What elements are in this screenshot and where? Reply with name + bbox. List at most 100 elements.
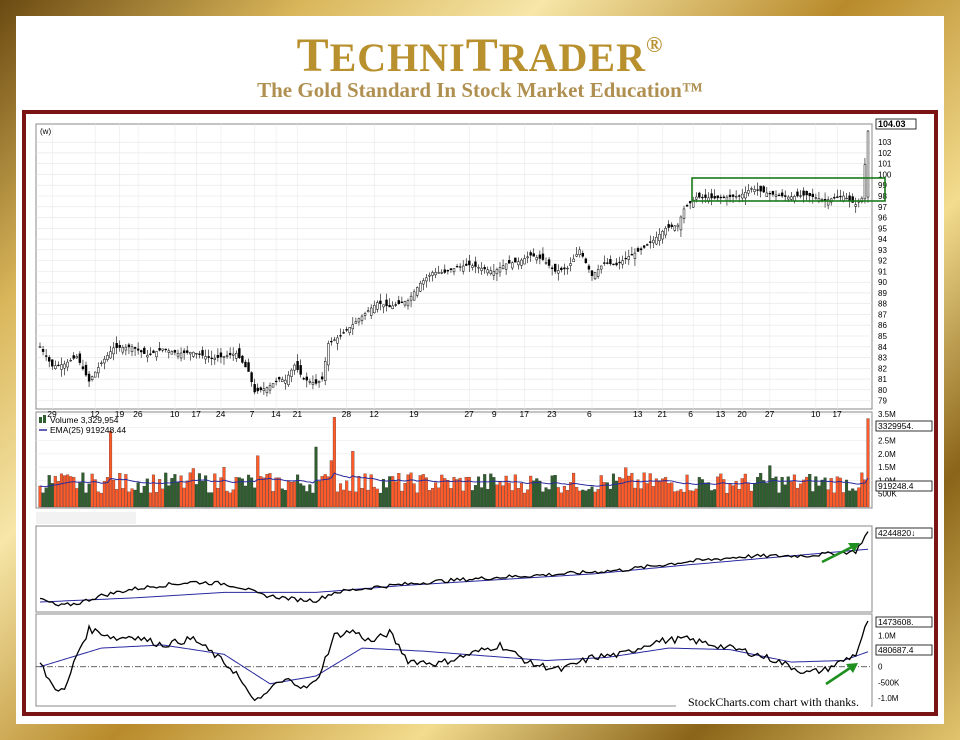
candle-body [133, 347, 137, 349]
candle-body [483, 267, 486, 270]
volume-bar [780, 477, 784, 508]
volume-bar [323, 474, 327, 508]
candle-body [511, 262, 514, 269]
candle-body [155, 351, 158, 358]
volume-bar [768, 465, 772, 508]
price-tick-label: 99 [878, 181, 887, 190]
volume-bar [734, 481, 738, 508]
volume-bar [317, 480, 321, 508]
candle-body [462, 265, 465, 272]
date-tick-label: 19 [115, 409, 125, 419]
volume-bar [250, 477, 254, 508]
volume-bar [421, 474, 425, 508]
candle-body [541, 253, 545, 260]
candle-body [784, 195, 787, 197]
volume-bar [630, 472, 634, 508]
candle-body [652, 239, 655, 244]
candle-body [710, 193, 713, 199]
volume-bar [541, 491, 545, 508]
date-tick-label: 10 [811, 409, 821, 419]
volume-bar [299, 483, 303, 508]
candle-body [94, 371, 97, 378]
volume-bar [639, 488, 643, 508]
volume-bar [403, 483, 407, 508]
candle-body [557, 270, 560, 274]
candle-body [771, 191, 775, 195]
candle-body [741, 193, 744, 199]
candle-body [535, 257, 539, 261]
volume-bar [56, 481, 60, 508]
volume-bar [802, 479, 806, 508]
candle-body [762, 186, 765, 193]
candle-body [167, 350, 171, 353]
candle-body [633, 252, 637, 259]
volume-bar [685, 474, 689, 508]
volume-bar [777, 492, 781, 508]
candle-body [596, 268, 600, 277]
volume-bar [305, 491, 309, 508]
candle-body [268, 385, 272, 391]
volume-legend-swatch-2 [43, 415, 46, 423]
volume-bar [360, 488, 364, 508]
volume-bar [697, 477, 701, 508]
candle-body [118, 345, 121, 348]
indicator-2-ema-line [39, 644, 869, 685]
candle-body [624, 257, 627, 260]
volume-bar [148, 492, 152, 508]
volume-bar [602, 482, 606, 508]
candle-body [554, 263, 557, 272]
volume-tick-label: 2.5M [878, 437, 896, 446]
date-tick-label: 24 [216, 409, 226, 419]
arrow-indicator-2 [825, 663, 858, 686]
volume-bar [538, 480, 542, 508]
volume-bar [501, 485, 505, 508]
volume-bar [575, 487, 579, 508]
candle-body [320, 376, 324, 380]
volume-tick-label: 3.5M [878, 410, 896, 419]
candle-body [394, 304, 397, 306]
volume-bar [59, 473, 63, 508]
volume-bar [201, 481, 205, 508]
price-tick-label: 102 [878, 149, 892, 158]
arrow-indicator-1 [821, 543, 860, 564]
candle-body [293, 364, 296, 371]
candle-body [333, 339, 336, 341]
indicator-2-lines [36, 620, 872, 702]
candle-body [802, 190, 805, 196]
candle-body [112, 347, 115, 355]
candle-body [204, 356, 207, 360]
volume-bar [559, 492, 563, 508]
volume-bar [863, 479, 867, 508]
candle-body [397, 300, 401, 304]
price-corner-label: (w) [40, 127, 51, 136]
volume-bar [688, 490, 692, 508]
candle-body [192, 351, 195, 357]
date-tick-label: 27 [464, 409, 474, 419]
volume-bar [611, 473, 615, 508]
volume-bar [498, 481, 502, 508]
volume-bar [286, 481, 290, 508]
candle-body [403, 301, 407, 306]
candle-body [379, 300, 382, 304]
price-tick-label: 101 [878, 160, 892, 169]
volume-bar [532, 480, 536, 508]
volume-value-label: 3329954. [878, 421, 913, 431]
volume-bar [605, 482, 609, 508]
candle-body [780, 192, 784, 197]
candle-body [100, 362, 103, 364]
candle-body [820, 199, 824, 201]
volume-bar [700, 479, 704, 508]
candle-body [78, 353, 82, 363]
candle-body [409, 295, 413, 301]
candle-body [130, 346, 134, 352]
date-tick-label: 7 [250, 409, 255, 419]
volume-bar [771, 478, 775, 508]
volume-bar [265, 473, 269, 508]
candle-body [688, 201, 692, 204]
arrow-1-head [848, 543, 860, 552]
volume-bar [492, 477, 496, 508]
volume-bar [679, 489, 683, 508]
candle-body [504, 263, 508, 270]
volume-bar [234, 477, 238, 508]
candle-body [563, 267, 566, 270]
